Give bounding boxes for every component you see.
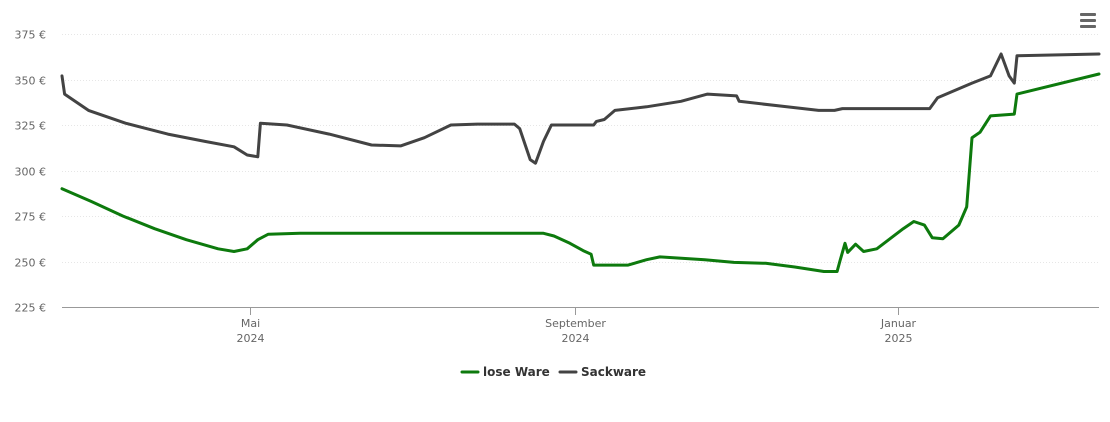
series-line-sackware[interactable] xyxy=(60,52,1101,165)
y-tick-label: 300 € xyxy=(15,166,47,179)
y-tick-label: 275 € xyxy=(15,211,47,224)
y-tick-label: 250 € xyxy=(15,257,47,270)
series-line-lose-ware[interactable] xyxy=(60,72,1101,273)
legend[interactable]: lose Ware Sackware xyxy=(460,365,646,379)
y-axis: 225 € 250 € 275 € 300 € 325 € 350 € 375 € xyxy=(15,29,47,315)
menu-bar xyxy=(1080,19,1096,22)
y-tick-label: 350 € xyxy=(15,75,47,88)
x-tick-month-label: September xyxy=(545,317,606,330)
y-tick-label: 375 € xyxy=(15,29,47,42)
series-lines xyxy=(60,52,1101,273)
y-tick-label: 225 € xyxy=(15,302,47,315)
legend-label: Sackware xyxy=(581,365,646,379)
x-axis: Mai 2024 September 2024 Januar 2025 xyxy=(62,307,1099,345)
gridlines xyxy=(62,34,1099,263)
y-tick-label: 325 € xyxy=(15,120,47,133)
menu-bar xyxy=(1080,25,1096,28)
legend-item-sackware[interactable]: Sackware xyxy=(558,365,646,379)
x-tick-year-label: 2024 xyxy=(562,332,590,345)
x-tick-month-label: Januar xyxy=(880,317,917,330)
legend-item-lose-ware[interactable]: lose Ware xyxy=(460,365,550,379)
x-tick-month-label: Mai xyxy=(241,317,260,330)
x-tick-year-label: 2025 xyxy=(885,332,913,345)
hamburger-menu-icon[interactable] xyxy=(1076,10,1100,32)
x-tick-year-label: 2024 xyxy=(237,332,265,345)
menu-bar xyxy=(1080,13,1096,16)
legend-label: lose Ware xyxy=(483,365,550,379)
